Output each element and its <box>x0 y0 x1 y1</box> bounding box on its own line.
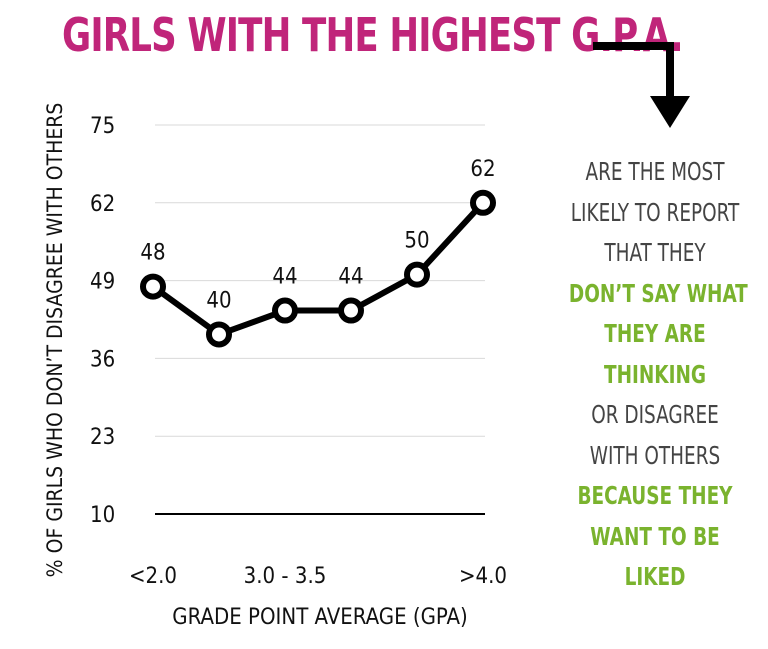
x-tick-label: >4.0 <box>459 564 507 589</box>
data-point <box>404 261 430 288</box>
data-point <box>272 297 298 324</box>
callout-line: DON’T SAY WHAT <box>568 278 748 308</box>
arrow-icon <box>593 42 690 128</box>
y-tick-label: 62 <box>90 192 115 217</box>
x-tick-label: <2.0 <box>129 564 177 589</box>
data-label: 48 <box>140 241 165 266</box>
series-line <box>151 200 486 338</box>
callout-line: WANT TO BE <box>590 521 720 551</box>
data-point <box>470 189 496 216</box>
data-point <box>338 297 364 324</box>
x-tick-label: 3.0 - 3.5 <box>244 564 327 589</box>
callout-line: ARE THE MOST <box>585 157 725 186</box>
y-tick-label: 23 <box>90 425 115 450</box>
callout-line: BECAUSE THEY <box>577 481 733 510</box>
data-point <box>140 273 166 300</box>
callout-line: THEY ARE <box>604 319 706 348</box>
callout-line: OR DISAGREE <box>591 400 719 429</box>
callout-line: WITH OTHERS <box>589 440 721 470</box>
x-axis-title: GRADE POINT AVERAGE (GPA) <box>172 605 467 630</box>
callout-text: ARE THE MOST LIKELY TO REPORT THAT THEY DON… <box>550 152 760 598</box>
data-label: 44 <box>338 265 363 290</box>
chart-title: GIRLS WITH THE HIGHEST G.P.A. <box>62 8 684 62</box>
y-axis-title: % OF GIRLS WHO DON’T DISAGREE WITH OTHER… <box>43 103 67 578</box>
data-label: 44 <box>272 265 297 290</box>
y-tick-label: 10 <box>90 503 115 528</box>
callout-line: THAT THEY <box>604 238 706 267</box>
data-point <box>206 321 232 348</box>
y-tick-label: 49 <box>90 270 115 295</box>
data-label: 50 <box>404 229 429 254</box>
y-tick-label: 36 <box>90 347 115 372</box>
data-label: 40 <box>206 288 231 313</box>
data-label: 62 <box>470 157 495 182</box>
callout-line: LIKED <box>624 562 686 591</box>
callout-line: LIKELY TO REPORT <box>570 197 740 227</box>
callout-line: THINKING <box>603 359 707 389</box>
y-tick-label: 75 <box>90 114 115 139</box>
line-chart: 10 23 36 49 62 75 <2.0 3.0 - 3.5 >4.0 GRADE POINT… <box>43 103 507 630</box>
